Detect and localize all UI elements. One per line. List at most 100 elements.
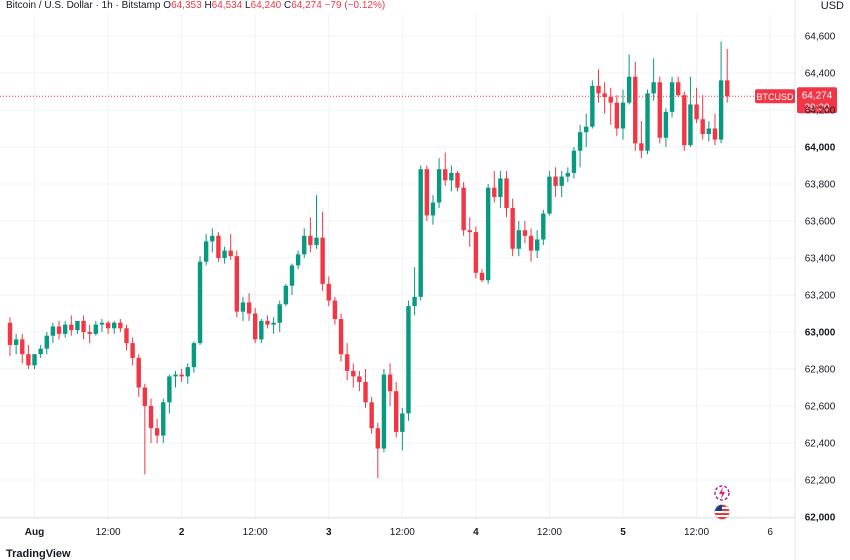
y-tick-label: 62,800 [805, 365, 836, 376]
candle-body [320, 237, 325, 284]
candle-body [669, 82, 675, 112]
candle [541, 209, 546, 246]
candle [357, 370, 362, 392]
candle-body [357, 376, 362, 382]
candle [56, 320, 62, 340]
candle-body [541, 213, 546, 240]
candle-body [167, 376, 172, 403]
candle-body [277, 304, 282, 323]
candle [602, 82, 607, 114]
low-value: 64,240 [250, 0, 282, 11]
candle-body [406, 306, 411, 414]
high-value: 64,534 [211, 0, 243, 11]
candle [246, 293, 252, 321]
candle [289, 263, 295, 295]
x-tick-label: 12:00 [390, 527, 415, 538]
price-tag-bg [797, 87, 837, 114]
candle [669, 76, 675, 118]
candle [375, 422, 380, 479]
candle-body [99, 322, 105, 325]
candle [283, 283, 289, 307]
candle [302, 228, 307, 258]
candle-body [228, 250, 233, 257]
candle-body [682, 95, 687, 146]
candle [161, 398, 166, 443]
candle [706, 121, 712, 142]
candle-body [694, 104, 699, 120]
candle [590, 80, 595, 129]
price-axis[interactable]: 62,000 62,200 62,400 62,600 62,800 63,000 63,2… [805, 32, 836, 524]
x-tick-label: 12:00 [96, 527, 121, 538]
candle-body [375, 428, 380, 449]
candle [234, 250, 240, 318]
candle [381, 369, 387, 453]
candle [20, 333, 25, 364]
candle-body [528, 235, 534, 251]
grid-lines [0, 0, 796, 560]
candle [99, 319, 105, 332]
candle-body [314, 237, 319, 246]
candle-body [718, 80, 724, 140]
candle-body [479, 272, 485, 281]
candle [363, 369, 368, 408]
candle [510, 198, 515, 257]
candle-body [504, 178, 509, 209]
candle-body [222, 250, 227, 258]
x-tick-label: 12:00 [684, 527, 709, 538]
candle [639, 121, 644, 159]
candle [657, 76, 662, 144]
candle-body [559, 176, 564, 186]
candle-body [657, 82, 662, 138]
candle [443, 152, 448, 186]
candle [571, 147, 577, 179]
candle [663, 108, 669, 147]
candle [553, 167, 558, 197]
candle [534, 230, 540, 258]
candle [393, 381, 399, 438]
symbol-tag: BTCUSD [756, 92, 794, 102]
candle-body [308, 235, 313, 246]
candle-body [412, 296, 417, 307]
candle [694, 87, 699, 123]
candle [13, 333, 19, 355]
candle-body [596, 85, 601, 94]
candles [7, 41, 730, 479]
candle [308, 217, 313, 253]
candle [528, 228, 534, 262]
candle [26, 344, 31, 369]
candle-body [651, 82, 656, 94]
candle-body [81, 320, 86, 332]
candle [277, 300, 282, 332]
candle [608, 87, 613, 125]
lightning-icon[interactable] [712, 483, 732, 503]
candle [651, 58, 656, 101]
candle-body [295, 254, 301, 266]
candle [271, 317, 276, 334]
candle-body [473, 232, 479, 273]
candle-body [516, 230, 521, 249]
candle [118, 319, 123, 332]
candle [148, 398, 154, 443]
candle-body [148, 406, 154, 429]
us-flag-icon[interactable] [712, 502, 732, 522]
candle [596, 69, 601, 103]
candle-body [326, 283, 331, 301]
candle [700, 95, 705, 140]
candle-body [265, 320, 270, 325]
currency-label[interactable]: USD [820, 0, 844, 12]
candle [320, 211, 325, 292]
candle-body [547, 176, 552, 214]
candle [338, 313, 344, 362]
candle [191, 341, 197, 373]
candle [626, 54, 632, 105]
candle-body [332, 300, 338, 320]
price-tag-countdown: 29:30 [804, 102, 829, 113]
time-axis[interactable]: Aug 12:00 2 12:00 3 12:00 4 12:00 5 12:00 6 [25, 527, 774, 538]
candle [203, 233, 209, 266]
candle [314, 195, 319, 249]
candle-body [130, 343, 135, 358]
y-tick-label: 63,000 [805, 328, 836, 339]
candle-body [216, 235, 221, 258]
